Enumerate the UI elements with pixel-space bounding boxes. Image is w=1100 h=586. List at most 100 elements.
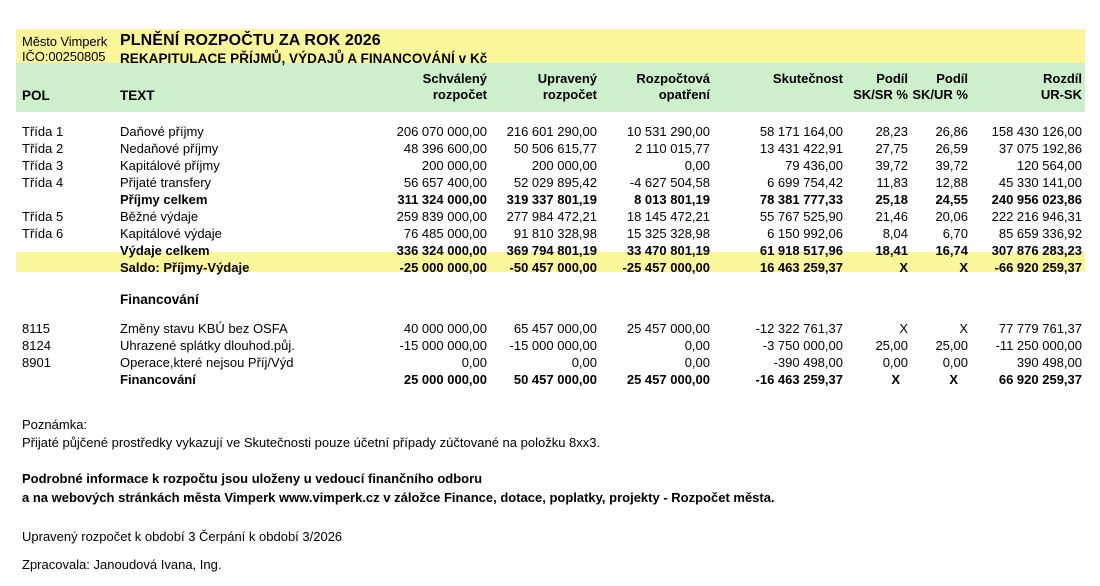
row-text: Financování — [120, 372, 196, 387]
table-row: 8901 Operace,které nejsou Příj/Výd 0,00 0,0… — [0, 355, 1100, 372]
row-pol: Třída 3 — [22, 158, 64, 173]
cell-podil-sk-sr: 39,72 — [875, 158, 908, 173]
cell-skutecnost: -390 498,00 — [773, 355, 843, 370]
cell-podil-sk-ur: 25,00 — [935, 338, 968, 353]
title-band — [16, 29, 1085, 63]
cell-skutecnost: 58 171 164,00 — [759, 124, 843, 139]
table-row: Třída 4 Přijaté transfery 56 657 400,00 52 … — [0, 175, 1100, 192]
info-line-2: a na webových stránkách města Vimperk ww… — [22, 490, 775, 505]
cell-upraveny-rozpocet: 65 457 000,00 — [513, 321, 597, 336]
cell-skutecnost: 6 699 754,42 — [767, 175, 843, 190]
cell-rozpoctova-opatreni: -25 457 000,00 — [622, 260, 710, 275]
row-text: Daňové příjmy — [120, 124, 204, 139]
cell-podil-sk-ur: X — [959, 260, 968, 275]
row-text: Uhrazené splátky dlouhod.půj. — [120, 338, 295, 353]
cell-schvaleny-rozpocet: 259 839 000,00 — [396, 209, 487, 224]
cell-rozdil-ur-sk: 120 564,00 — [1016, 158, 1082, 173]
row-text: Příjmy celkem — [120, 192, 208, 207]
cell-podil-sk-sr: 28,23 — [875, 124, 908, 139]
table-row: Výdaje celkem 336 324 000,00 369 794 801,1… — [0, 243, 1100, 260]
column-header-skutecnost: Skutečnost — [772, 71, 843, 86]
page-subtitle: REKAPITULACE PŘÍJMŮ, VÝDAJŮ A FINANCOVÁN… — [120, 51, 488, 66]
row-text: Přijaté transfery — [120, 175, 212, 190]
table-row: 8124 Uhrazené splátky dlouhod.půj. -15 000… — [0, 338, 1100, 355]
financing-section-label: Financování — [120, 292, 199, 307]
cell-podil-sk-ur: 12,88 — [935, 175, 968, 190]
period-line: Upravený rozpočet k období 3 Čerpání k o… — [22, 529, 343, 544]
cell-skutecnost: 78 381 777,33 — [759, 192, 843, 207]
cell-skutecnost: -16 463 259,37 — [755, 372, 843, 387]
info-line-1: Podrobné informace k rozpočtu jsou ulože… — [22, 471, 483, 486]
cell-podil-sk-ur: X — [959, 321, 968, 336]
cell-rozdil-ur-sk: 37 075 192,86 — [998, 141, 1082, 156]
cell-podil-sk-sr: 0,00 — [882, 355, 908, 370]
cell-rozpoctova-opatreni: 18 145 472,21 — [626, 209, 710, 224]
row-pol: Třída 6 — [22, 226, 64, 241]
table-row: Třída 6 Kapitálové výdaje 76 485 000,00 91 … — [0, 226, 1100, 243]
cell-skutecnost: -3 750 000,00 — [762, 338, 843, 353]
cell-schvaleny-rozpocet: -25 000 000,00 — [399, 260, 487, 275]
cell-upraveny-rozpocet: 369 794 801,19 — [506, 243, 597, 258]
cell-podil-sk-sr: 25,18 — [875, 192, 908, 207]
cell-schvaleny-rozpocet: 76 485 000,00 — [403, 226, 487, 241]
column-header-podil-sk-ur: Podíl SK/UR % — [912, 71, 968, 102]
column-header-pol: POL — [22, 88, 50, 103]
cell-upraveny-rozpocet: 277 984 472,21 — [506, 209, 597, 224]
cell-podil-sk-sr: 21,46 — [875, 209, 908, 224]
cell-podil-sk-ur: 20,06 — [935, 209, 968, 224]
cell-upraveny-rozpocet: -15 000 000,00 — [509, 338, 597, 353]
cell-upraveny-rozpocet: 91 810 328,98 — [513, 226, 597, 241]
row-pol: 8901 — [22, 355, 51, 370]
row-text: Kapitálové příjmy — [120, 158, 220, 173]
row-pol: Třída 4 — [22, 175, 64, 190]
cell-podil-sk-sr: X — [891, 372, 900, 387]
row-text: Výdaje celkem — [120, 243, 210, 258]
cell-podil-sk-sr: 8,04 — [882, 226, 908, 241]
row-text: Operace,které nejsou Příj/Výd — [120, 355, 294, 370]
page-title: PLNĚNÍ ROZPOČTU ZA ROK 2026 — [120, 32, 381, 49]
cell-podil-sk-ur: 0,00 — [942, 355, 968, 370]
row-text: Saldo: Příjmy-Výdaje — [120, 260, 250, 275]
table-row: Financování 25 000 000,00 50 457 000,00 25 … — [0, 372, 1100, 389]
cell-podil-sk-ur: 39,72 — [935, 158, 968, 173]
cell-rozpoctova-opatreni: -4 627 504,58 — [629, 175, 710, 190]
cell-podil-sk-sr: X — [899, 260, 908, 275]
cell-schvaleny-rozpocet: -15 000 000,00 — [399, 338, 487, 353]
cell-rozpoctova-opatreni: 15 325 328,98 — [626, 226, 710, 241]
cell-rozdil-ur-sk: 222 216 946,31 — [991, 209, 1082, 224]
saldo-band — [16, 252, 1085, 272]
row-pol: Třída 1 — [22, 124, 64, 139]
note-label: Poznámka: — [22, 417, 88, 432]
row-pol: 8124 — [22, 338, 51, 353]
cell-rozdil-ur-sk: 77 779 761,37 — [998, 321, 1082, 336]
cell-schvaleny-rozpocet: 56 657 400,00 — [403, 175, 487, 190]
cell-upraveny-rozpocet: 319 337 801,19 — [506, 192, 597, 207]
author-line: Zpracovala: Janoudová Ivana, Ing. — [22, 557, 222, 572]
cell-rozdil-ur-sk: 85 659 336,92 — [998, 226, 1082, 241]
note-text: Přijaté půjčené prostředky vykazují ve S… — [22, 435, 601, 450]
cell-rozdil-ur-sk: -66 920 259,37 — [994, 260, 1082, 275]
cell-podil-sk-sr: X — [899, 321, 908, 336]
cell-schvaleny-rozpocet: 0,00 — [461, 355, 487, 370]
row-text: Běžné výdaje — [120, 209, 199, 224]
cell-podil-sk-sr: 11,83 — [876, 175, 908, 190]
cell-podil-sk-ur: 26,86 — [935, 124, 968, 139]
cell-skutecnost: 55 767 525,90 — [759, 209, 843, 224]
cell-schvaleny-rozpocet: 336 324 000,00 — [396, 243, 487, 258]
column-header-upraveny-rozpocet: Upravený rozpočet — [537, 71, 597, 102]
cell-rozdil-ur-sk: 240 956 023,86 — [991, 192, 1082, 207]
cell-schvaleny-rozpocet: 25 000 000,00 — [403, 372, 487, 387]
table-row: 8115 Změny stavu KBÚ bez OSFA 40 000 000,0… — [0, 321, 1100, 338]
cell-rozpoctova-opatreni: 0,00 — [684, 158, 710, 173]
row-pol: Třída 2 — [22, 141, 64, 156]
cell-podil-sk-ur: X — [949, 372, 958, 387]
cell-podil-sk-ur: 24,55 — [935, 192, 968, 207]
cell-podil-sk-sr: 18,41 — [875, 243, 908, 258]
cell-rozdil-ur-sk: 158 430 126,00 — [991, 124, 1082, 139]
cell-upraveny-rozpocet: 216 601 290,00 — [506, 124, 597, 139]
column-header-rozdil-ur-sk: Rozdíl UR-SK — [1040, 71, 1082, 102]
table-row: Saldo: Příjmy-Výdaje -25 000 000,00 -50 45… — [0, 260, 1100, 277]
cell-podil-sk-ur: 26,59 — [935, 141, 968, 156]
cell-upraveny-rozpocet: 50 506 615,77 — [513, 141, 597, 156]
organization-ico: IČO:00250805 — [22, 49, 106, 64]
